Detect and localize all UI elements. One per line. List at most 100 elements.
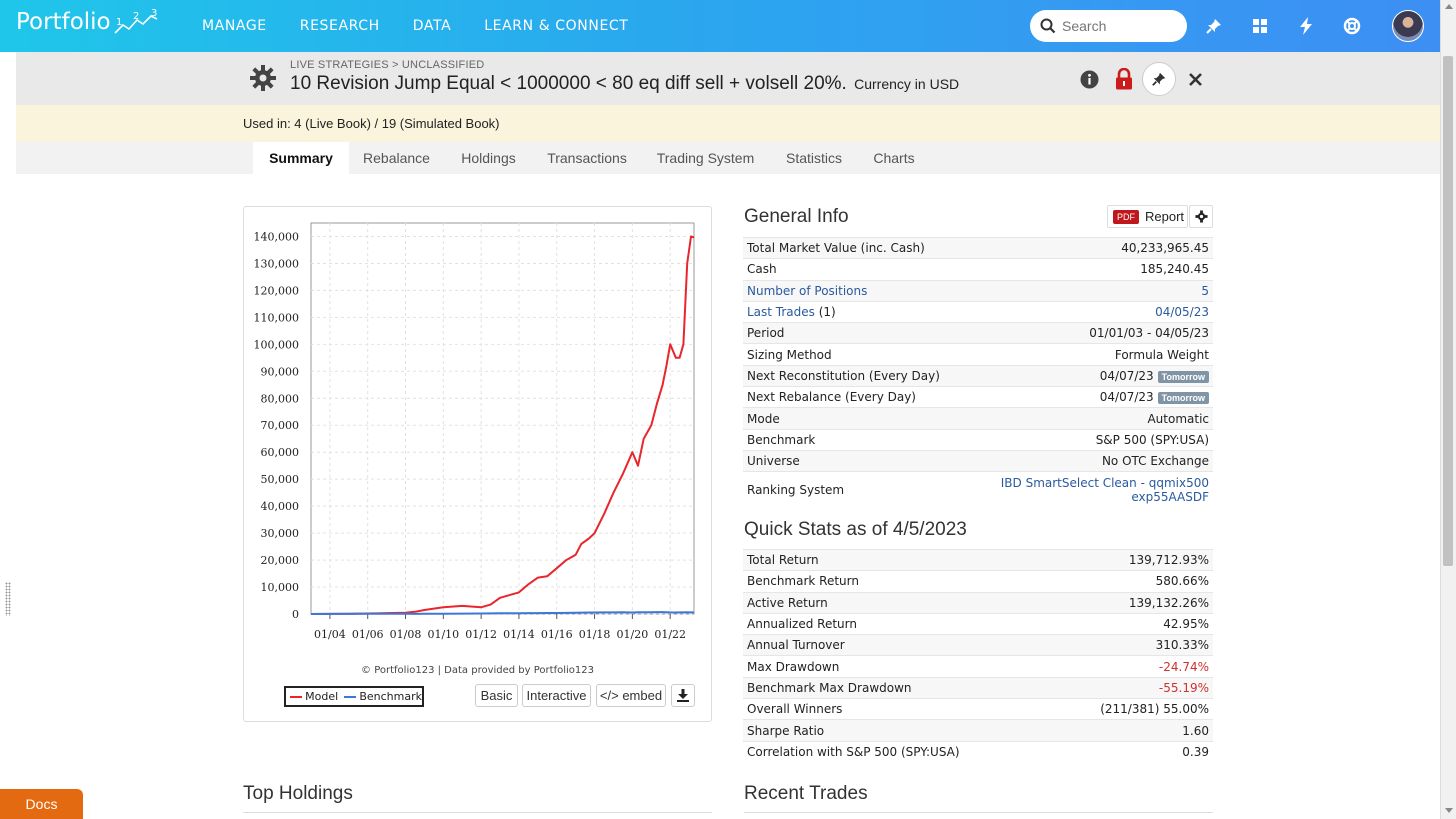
x-tick-label: 01/08 — [390, 628, 422, 641]
y-tick-label: 140,000 — [254, 230, 300, 243]
performance-chart[interactable]: 140,000 130,000 120,000 110,000 100,000 90,00… — [243, 206, 712, 661]
table-row: Next Reconstitution (Every Day) 04/07/23 T… — [743, 364, 1213, 387]
row-link[interactable]: Last Trades — [747, 305, 815, 320]
resize-grip-icon[interactable] — [5, 582, 11, 616]
scrollbar-thumb[interactable] — [1443, 56, 1453, 566]
table-row: Benchmark S&P 500 (SPY:USA) — [743, 428, 1213, 450]
x-tick-label: 01/06 — [352, 628, 384, 641]
user-avatar[interactable] — [1392, 10, 1424, 42]
chart-embed-button[interactable]: </> embed — [596, 684, 666, 707]
row-value-text: Formula Weight — [1114, 347, 1209, 362]
tab-statistics[interactable]: Statistics — [785, 150, 842, 166]
chart-interactive-button[interactable]: Interactive — [522, 684, 591, 707]
row-value-text: -24.74% — [1158, 659, 1209, 674]
breadcrumb[interactable]: LIVE STRATEGIES > UNCLASSIFIED — [290, 59, 485, 71]
y-tick-label: 20,000 — [261, 554, 300, 567]
legend-model[interactable]: Model — [305, 690, 339, 703]
table-row: Period 01/01/03 - 04/05/23 — [743, 322, 1213, 344]
table-row[interactable]: Number of Positions 5 — [743, 279, 1213, 301]
pin-icon — [1152, 72, 1166, 86]
scroll-down-arrow-icon[interactable] — [1445, 808, 1453, 813]
x-tick-label: 01/04 — [314, 628, 346, 641]
lightning-icon[interactable] — [1294, 14, 1318, 38]
search-input[interactable] — [1062, 18, 1172, 34]
settings-gear-icon[interactable] — [249, 64, 277, 97]
tab-transactions[interactable]: Transactions — [547, 150, 627, 166]
portfolio123-logo[interactable]: Portfolio 1 2 3 — [16, 9, 165, 37]
row-label: Correlation with S&P 500 (SPY:USA) — [747, 744, 960, 759]
report-label: Report — [1145, 209, 1185, 224]
quick-stats-title: Quick Stats as of 4/5/2023 — [744, 519, 967, 540]
nav-learn-connect[interactable]: LEARN & CONNECT — [484, 18, 629, 34]
row-value: 1.60 — [1182, 724, 1209, 738]
download-button[interactable] — [671, 684, 695, 707]
pin-icon[interactable] — [1202, 14, 1226, 38]
recent-trades-title: Recent Trades — [744, 783, 868, 804]
nav-manage[interactable]: MANAGE — [202, 18, 267, 34]
row-value-text: 139,132.26% — [1128, 595, 1209, 610]
row-value: 01/01/03 - 04/05/23 — [1089, 326, 1209, 340]
row-label: Next Reconstitution (Every Day) — [747, 368, 940, 383]
row-value-text: 580.66% — [1155, 574, 1209, 589]
row-label: Max Drawdown — [747, 659, 840, 674]
plot-area — [310, 222, 695, 615]
chart-basic-button[interactable]: Basic — [475, 684, 518, 707]
row-value-line2: exp55AASDF — [1131, 489, 1209, 504]
search-box[interactable] — [1030, 10, 1187, 42]
pdf-badge: PDF — [1113, 209, 1139, 224]
y-tick-label: 120,000 — [254, 284, 300, 297]
row-value: Formula Weight — [1115, 348, 1209, 362]
tab-trading-system[interactable]: Trading System — [656, 150, 755, 166]
lifebuoy-icon[interactable] — [1340, 14, 1364, 38]
row-label: Ranking System — [747, 482, 845, 497]
nav-research[interactable]: RESEARCH — [299, 18, 380, 34]
recent-trades-divider — [744, 812, 1213, 813]
lock-icon[interactable] — [1114, 67, 1134, 91]
top-holdings-title: Top Holdings — [243, 783, 353, 804]
row-value-text: 01/01/03 - 04/05/23 — [1089, 326, 1209, 341]
tab-holdings[interactable]: Holdings — [461, 150, 516, 166]
row-label-suffix: (1) — [814, 305, 836, 320]
top-holdings-divider — [243, 812, 712, 813]
info-icon[interactable] — [1079, 69, 1099, 89]
row-value-text: 0.39 — [1182, 744, 1209, 759]
grid-icon[interactable] — [1248, 14, 1272, 38]
table-row: Sizing Method Formula Weight — [743, 343, 1213, 364]
legend-benchmark[interactable]: Benchmark — [359, 690, 422, 703]
row-label: Active Return — [747, 595, 828, 610]
strategy-name: 10 Revision Jump Equal < 1000000 < 80 eq… — [290, 73, 847, 94]
row-value[interactable]: 04/05/23 — [1155, 305, 1209, 319]
row-value[interactable]: IBD SmartSelect Clean - qqmix500 exp55AAS… — [1001, 476, 1209, 504]
x-tick-label: 01/22 — [654, 628, 686, 641]
scroll-up-arrow-icon[interactable] — [1445, 4, 1453, 9]
row-value: No OTC Exchange — [1102, 454, 1209, 468]
chart-legend: Model Benchmark — [284, 686, 424, 707]
docs-button[interactable]: Docs — [0, 789, 83, 819]
row-value-text: 1.60 — [1182, 723, 1209, 738]
report-settings-button[interactable] — [1189, 205, 1213, 228]
row-label: Benchmark Return — [747, 574, 859, 589]
row-label: Last Trades (1) — [747, 305, 836, 319]
close-icon[interactable] — [1185, 69, 1205, 89]
y-tick-label: 60,000 — [261, 446, 300, 459]
table-row: Next Rebalance (Every Day) 04/07/23 Tomorr… — [743, 386, 1213, 407]
row-value: 139,132.26% — [1129, 596, 1209, 610]
table-row[interactable]: Last Trades (1) 04/05/23 — [743, 300, 1213, 322]
row-value: 40,233,965.45 — [1121, 241, 1209, 255]
y-tick-label: 80,000 — [261, 392, 300, 405]
row-value-text: (211/381) 55.00% — [1100, 702, 1209, 717]
pdf-report-button[interactable]: PDF Report — [1107, 205, 1188, 228]
tab-summary[interactable]: Summary — [253, 142, 349, 174]
tab-rebalance[interactable]: Rebalance — [363, 150, 430, 166]
y-tick-label: 30,000 — [261, 527, 300, 540]
row-link[interactable]: Number of Positions — [747, 283, 868, 298]
row-label: Annual Turnover — [747, 638, 845, 653]
nav-data[interactable]: DATA — [412, 18, 452, 34]
table-row: Cash 185,240.45 — [743, 258, 1213, 279]
series-line-benchmark — [310, 611, 694, 615]
x-tick-label: 01/20 — [617, 628, 649, 641]
pin-strategy-button[interactable] — [1142, 62, 1176, 96]
row-value[interactable]: 5 — [1201, 284, 1209, 298]
row-label: Benchmark — [747, 432, 816, 447]
tab-charts[interactable]: Charts — [873, 150, 915, 166]
